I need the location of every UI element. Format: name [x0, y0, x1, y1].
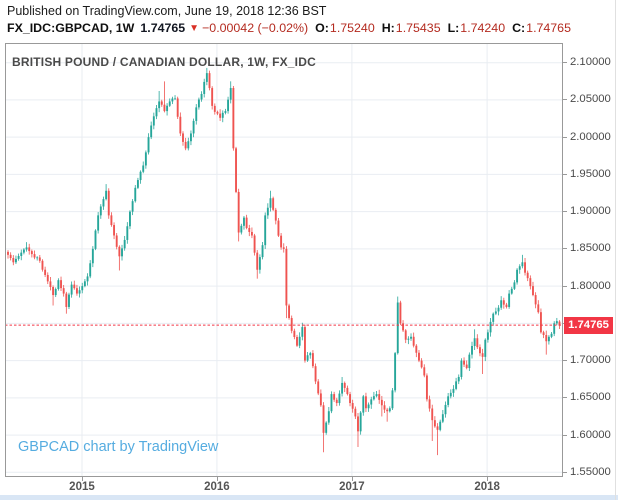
page-bottom-strip [0, 495, 618, 500]
high-value: 1.75435 [395, 21, 441, 35]
down-triangle-icon: ▼ [189, 23, 200, 34]
close-label: C: [512, 21, 526, 35]
close-value: 1.74765 [526, 21, 571, 35]
price-axis-tick [563, 434, 567, 436]
gridlines [5, 43, 563, 477]
open-value: 1.75240 [329, 21, 375, 35]
time-axis-label: 2016 [204, 481, 230, 493]
price-axis-label: 1.60000 [570, 428, 611, 441]
time-axis-tick [487, 477, 489, 481]
time-axis-tick [351, 477, 353, 481]
price-axis-label: 1.70000 [570, 354, 611, 367]
high-label: H: [381, 21, 395, 35]
price-axis-tick [563, 136, 567, 138]
price-axis-label: 2.05000 [570, 93, 611, 106]
price-axis-label: 1.95000 [570, 167, 611, 180]
time-axis-label: 2017 [339, 481, 365, 493]
low-label: L: [447, 21, 460, 35]
open-label: O: [315, 21, 329, 35]
time-axis-label: 2018 [474, 481, 500, 493]
chart-title: BRITISH POUND / CANADIAN DOLLAR, 1W, FX_… [12, 55, 316, 69]
price-axis-label: 1.55000 [570, 465, 611, 478]
time-axis-tick [216, 477, 218, 481]
price-axis-tick [563, 99, 567, 101]
current-price-label: 1.74765 [564, 316, 613, 334]
page-right-border [615, 0, 616, 500]
price-axis-tick [563, 211, 567, 213]
last-price: 1.74765 [140, 21, 186, 35]
price-axis-label: 1.85000 [570, 242, 611, 255]
low-value: 1.74240 [460, 21, 506, 35]
price-axis-tick [563, 173, 567, 175]
price-change: −0.00042 (−0.02%) [202, 21, 309, 35]
price-axis-tick [563, 397, 567, 399]
time-axis-tick [81, 477, 83, 481]
price-axis-label: 1.80000 [570, 279, 611, 292]
price-axis-tick [563, 248, 567, 250]
symbol-legend: FX_IDC:GBPCAD, 1W 1.74765 ▼ −0.00042 (−0.02… [7, 21, 571, 35]
published-caption: Published on TradingView.com, June 19, 2… [7, 4, 327, 18]
price-axis-label: 1.90000 [570, 205, 611, 218]
price-axis-label: 2.00000 [570, 130, 611, 143]
candlestick-chart[interactable] [5, 43, 563, 477]
price-axis-label: 2.10000 [570, 56, 611, 69]
time-axis-label: 2015 [69, 481, 95, 493]
price-axis-tick [563, 62, 567, 64]
price-axis-tick [563, 285, 567, 287]
chart-plot-area[interactable]: BRITISH POUND / CANADIAN DOLLAR, 1W, FX_… [5, 43, 563, 477]
price-axis-tick [563, 360, 567, 362]
candles [7, 67, 561, 456]
plot-frame [5, 43, 563, 477]
price-axis-tick [563, 471, 567, 473]
tradingview-watermark-link[interactable]: GBPCAD chart by TradingView [18, 439, 219, 455]
price-axis-label: 1.65000 [570, 391, 611, 404]
symbol-name: FX_IDC:GBPCAD, 1W [7, 21, 135, 35]
